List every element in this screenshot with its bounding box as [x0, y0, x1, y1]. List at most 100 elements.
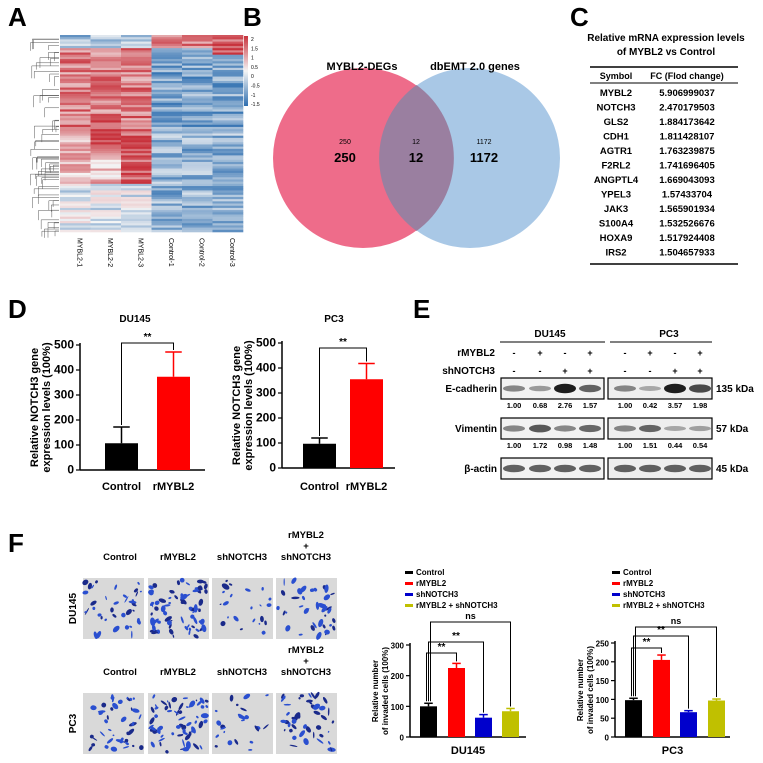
stained-cell [131, 599, 135, 602]
stained-cell [258, 622, 261, 625]
heatmap-cell [151, 153, 183, 156]
stained-cell [182, 728, 186, 734]
image-background [212, 693, 273, 754]
heatmap-cell [60, 105, 91, 108]
stained-cell [235, 703, 239, 707]
y-tick-label: 100 [596, 696, 610, 705]
heatmap-cell [90, 67, 122, 71]
blot-band [614, 385, 636, 392]
heatmap-cell [90, 170, 122, 174]
heatmap-cell [151, 186, 183, 189]
condition-sign: - [674, 348, 677, 358]
dendrogram-branch [52, 200, 59, 207]
heatmap-cell [121, 54, 152, 58]
heatmap-cell [212, 133, 244, 136]
heatmap-cell [60, 50, 91, 53]
heatmap-cell [151, 48, 183, 51]
heatmap-cell [121, 181, 152, 185]
heatmap-cell [151, 223, 183, 226]
stained-cell [168, 628, 174, 635]
dendrogram-branch [39, 57, 59, 68]
stained-cell [108, 728, 112, 732]
stained-cell [172, 634, 175, 638]
heatmap-cell [60, 109, 91, 112]
heatmap-cell [90, 216, 122, 220]
stained-cell [179, 577, 185, 583]
condition-sign: + [562, 366, 567, 376]
stained-cell [110, 738, 113, 741]
stained-cell [316, 631, 322, 640]
stained-cell [114, 584, 118, 590]
heatmap-cell [121, 201, 152, 204]
heatmap-cell [212, 80, 244, 84]
stained-cell [132, 609, 135, 612]
heatmap-cell [212, 118, 244, 121]
heatmap-cell [151, 129, 183, 132]
band-quantification: 1.00 [618, 441, 633, 450]
heatmap-cell [182, 199, 213, 202]
heatmap-cell [121, 144, 152, 147]
heatmap-cell [90, 94, 122, 97]
heatmap-cell [121, 221, 152, 224]
dendrogram-branch [45, 162, 59, 173]
dendrogram-branch [33, 39, 59, 50]
heatmap-cell [121, 137, 152, 141]
table-cell-symbol: F2RL2 [601, 161, 630, 172]
heatmap-cell [212, 59, 244, 62]
stained-cell [164, 604, 171, 607]
colorbar-tick: 1 [251, 56, 254, 62]
heatmap-cell [60, 142, 91, 145]
heatmap-cell [90, 183, 122, 187]
stained-cell [133, 588, 139, 593]
stained-cell [154, 706, 159, 710]
dendrogram-branch [48, 97, 59, 103]
stained-cell [160, 700, 167, 706]
stained-cell [129, 697, 133, 701]
heatmap-cell [212, 70, 244, 73]
heatmap-cell [151, 52, 183, 55]
heatmap-cell [151, 43, 183, 47]
heatmap-cell [90, 45, 122, 49]
heatmap-cell [121, 229, 152, 233]
stained-cell [180, 600, 185, 604]
heatmap-cell [212, 37, 244, 40]
invasion-column-label: Control [103, 552, 137, 563]
stained-cell [303, 724, 307, 729]
table-row: CDH1 1.811428107 [603, 132, 714, 143]
heatmap-cell [151, 199, 183, 202]
stained-cell [216, 720, 222, 726]
heatmap-cell [90, 140, 122, 143]
significance-bracket [633, 635, 689, 709]
heatmap-cell [121, 172, 152, 176]
heatmap-cell [182, 129, 213, 132]
significance-label: ** [452, 631, 460, 642]
heatmap-cell [151, 131, 183, 134]
legend-label: Control [416, 568, 444, 577]
stained-cell [254, 725, 260, 732]
y-tick-label: 50 [600, 715, 609, 724]
heatmap-cell [151, 148, 183, 152]
condition-label: rMYBL2 [457, 348, 495, 359]
stained-cell [139, 590, 142, 593]
heatmap-cell [182, 87, 213, 91]
heatmap-cell [151, 135, 183, 139]
stained-cell [104, 618, 108, 622]
heatmap-cell [151, 54, 183, 58]
heatmap-cell [90, 118, 122, 121]
heatmap-cell [60, 131, 91, 134]
stained-cell [324, 629, 330, 635]
heatmap-cell [60, 207, 91, 211]
heatmap-cell [151, 157, 183, 161]
heatmap-cell [90, 131, 122, 134]
dendrogram-branch [34, 141, 59, 150]
stained-cell [282, 610, 286, 616]
heatmap-cell [121, 122, 152, 126]
heatmap-cell [121, 102, 152, 106]
heatmap-cell [182, 118, 213, 121]
band-quantification: 1.98 [693, 401, 708, 410]
bar-shnotch3 [680, 712, 697, 737]
y-tick-label: 500 [256, 336, 276, 350]
dendrogram-branch [54, 230, 59, 237]
stained-cell [233, 615, 239, 622]
stained-cell [200, 705, 205, 709]
